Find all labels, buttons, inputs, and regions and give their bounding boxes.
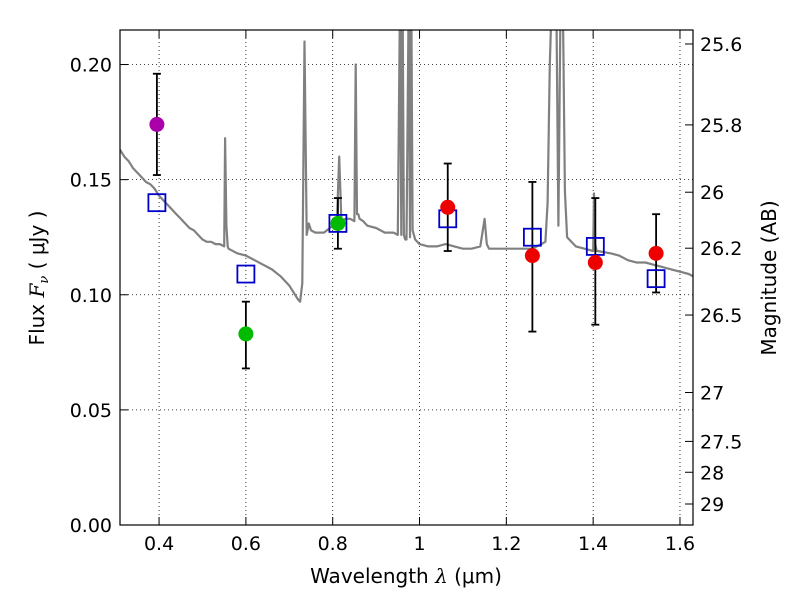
model-flux-square: [236, 264, 256, 284]
y2-tick-label: 28: [700, 462, 724, 484]
plot-frame: [119, 29, 694, 526]
x-tick-label: 1.2: [491, 533, 521, 555]
model-flux-square: [522, 227, 542, 247]
observed-flux-point: [524, 248, 540, 264]
template-spectrum-line: [120, 30, 693, 303]
observed-flux-point: [330, 215, 346, 231]
model-flux-square: [328, 213, 348, 233]
axes-ticks: 0.4 0.6 0.8 1 1.2 1.4 1.6 0.00 0.05 0.10 0.15 0.20 2…: [70, 30, 742, 555]
x-axis-label: Wavelength λ (μm): [310, 564, 502, 588]
observed-flux-point: [587, 255, 603, 271]
observed-flux-point: [149, 116, 165, 132]
y2-tick-label: 25.8: [700, 115, 742, 137]
model-flux-square: [147, 193, 167, 213]
y2-tick-label: 26.2: [700, 238, 742, 260]
y-tick-label: 0.20: [70, 55, 112, 77]
data-points-group: [147, 72, 666, 370]
axis-labels: Wavelength λ (μm) Flux Fν ( μJy ) Magnit…: [25, 200, 781, 588]
y2-tick-label: 26.5: [700, 305, 742, 327]
y2-tick-label: 29: [700, 494, 724, 516]
observed-flux-point: [238, 326, 254, 342]
observed-flux-point: [440, 199, 456, 215]
x-tick-label: 0.4: [144, 533, 174, 555]
grid: [120, 30, 693, 526]
x-tick-label: 0.8: [318, 533, 348, 555]
y2-tick-label: 27.5: [700, 431, 742, 453]
y2-tick-label: 26: [700, 182, 724, 204]
model-flux-square: [585, 237, 605, 256]
model-flux-square: [646, 269, 666, 289]
y2-axis-label: Magnitude (AB): [757, 200, 781, 355]
template-spectrum-group: [120, 30, 693, 303]
y-axis-label: Flux Fν ( μJy ): [25, 211, 52, 346]
x-tick-label: 1.4: [578, 533, 608, 555]
x-tick-label: 1.6: [665, 533, 695, 555]
y-tick-label: 0.05: [70, 400, 112, 422]
y-tick-label: 0.15: [70, 170, 112, 192]
y-tick-label: 0.10: [70, 285, 112, 307]
x-tick-label: 0.6: [231, 533, 261, 555]
x-tick-label: 1: [413, 533, 425, 555]
y-tick-label: 0.00: [70, 515, 112, 537]
y2-tick-label: 25.6: [700, 34, 742, 56]
y2-tick-label: 27: [700, 383, 724, 405]
observed-flux-point: [648, 245, 664, 261]
